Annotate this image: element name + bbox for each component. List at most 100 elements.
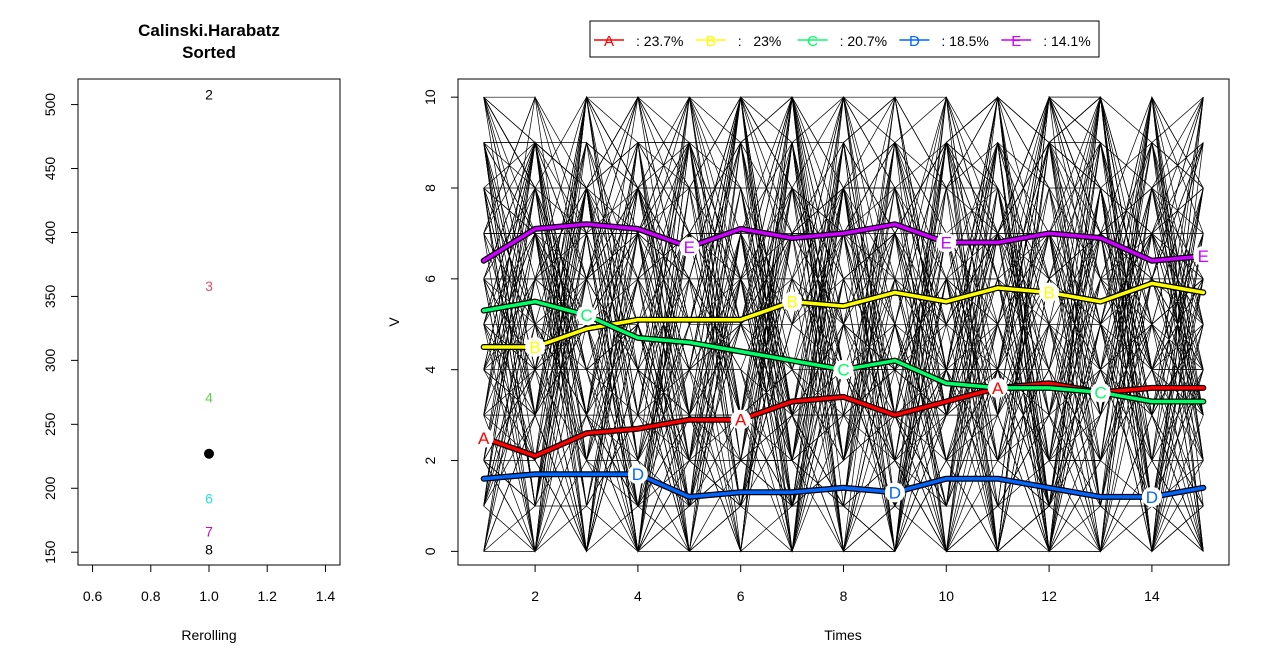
left-y-tick-label: 350 — [42, 285, 58, 309]
selected-point — [204, 448, 214, 459]
left-y-tick-label: 400 — [42, 221, 58, 245]
right-x-tick-label: 12 — [1041, 588, 1057, 604]
series-marker-d — [884, 482, 905, 503]
left-x-label: Rerolling — [181, 627, 236, 643]
legend-text: : 14.1% — [1043, 33, 1090, 49]
right-x-axis: 2 4 6 8 10 12 14 — [531, 564, 1160, 604]
right-x-tick-label: 14 — [1144, 588, 1160, 604]
left-x-axis: 0.6 0.8 1.0 1.2 1.4 — [83, 564, 336, 604]
cluster-count-label: 2 — [205, 86, 213, 102]
legend-text: : 23.7% — [636, 33, 683, 49]
series-marker-e — [1193, 246, 1214, 267]
series-marker-b — [1039, 282, 1060, 303]
background-trajectory — [483, 96, 1204, 552]
series-marker-letter: E — [684, 238, 695, 257]
left-subtitle: Sorted — [182, 43, 236, 62]
right-y-label: V — [386, 317, 402, 327]
left-y-tick-label: 150 — [42, 540, 58, 564]
series-marker-c — [833, 359, 854, 380]
series-marker-letter: C — [580, 306, 592, 325]
legend-letter: B — [706, 33, 716, 50]
background-trajectory — [483, 142, 1204, 552]
left-title: Calinski.Harabatz — [138, 21, 280, 40]
cluster-count-label: 4 — [205, 389, 213, 405]
series-marker-c — [1090, 382, 1111, 403]
left-x-tick-label: 0.6 — [83, 588, 103, 604]
right-plot-box — [457, 78, 1230, 566]
left-y-tick-label: 500 — [42, 93, 58, 117]
left-points — [204, 448, 214, 459]
series-marker-letter: C — [837, 361, 849, 380]
cluster-count-label: 3 — [205, 278, 213, 294]
background-trajectory — [483, 141, 1204, 552]
series-marker-letter: B — [529, 338, 540, 357]
series-marker-d — [627, 464, 648, 485]
left-cluster-labels: 2 3 4 6 7 8 — [205, 86, 213, 557]
left-y-tick-label: 450 — [42, 157, 58, 181]
right-y-tick-label: 6 — [422, 275, 438, 283]
right-y-axis: 0 2 4 6 8 10 — [422, 89, 459, 555]
series-marker-a — [730, 409, 751, 430]
series-marker-a — [473, 427, 494, 448]
legend-text: : 23% — [738, 33, 782, 49]
series-marker-letter: D — [1146, 488, 1158, 507]
series-marker-letter: A — [478, 429, 490, 448]
background-trajectories — [483, 95, 1204, 553]
series-marker-letter: B — [1043, 283, 1054, 302]
right-x-tick-label: 10 — [939, 588, 955, 604]
background-trajectory — [483, 141, 1204, 552]
legend-letter: E — [1011, 33, 1021, 50]
background-trajectory — [483, 96, 1204, 462]
series-marker-letter: D — [889, 483, 901, 502]
cluster-count-label: 8 — [205, 542, 213, 558]
cluster-count-label: 7 — [205, 524, 213, 540]
right-panel: A A A B B B C C C D D D E E E 2 4 6 8 10 12 14 0 2 4 6 8 10 Times… — [386, 20, 1230, 643]
right-x-tick-label: 6 — [737, 588, 745, 604]
series-marker-letter: E — [941, 234, 952, 253]
series-line-e — [481, 222, 1206, 263]
legend-text: : 18.5% — [941, 33, 988, 49]
left-x-tick-label: 1.4 — [316, 588, 336, 604]
series-marker-b — [525, 336, 546, 357]
legend-letter: A — [604, 33, 614, 50]
right-y-tick-label: 8 — [422, 184, 438, 192]
series-marker-a — [987, 377, 1008, 398]
left-x-tick-label: 0.8 — [141, 588, 161, 604]
series-marker-c — [576, 305, 597, 326]
series-marker-letter: D — [632, 465, 644, 484]
series-marker-letter: B — [786, 293, 797, 312]
legend-box — [589, 20, 1100, 58]
series-marker-letter: A — [735, 411, 747, 430]
right-y-tick-label: 10 — [422, 89, 438, 105]
series-markers: A A A B B B C C C D D D E E E — [473, 232, 1214, 507]
right-x-tick-label: 8 — [840, 588, 848, 604]
legend-letter: C — [807, 33, 818, 50]
series-marker-d — [1141, 486, 1162, 507]
legend-text: : 20.7% — [840, 33, 887, 49]
cluster-count-label: 6 — [205, 490, 213, 506]
right-y-tick-label: 0 — [422, 547, 438, 555]
legend-letter: D — [909, 33, 920, 50]
right-x-label: Times — [824, 627, 862, 643]
series-line-d — [481, 472, 1206, 499]
left-y-axis: 150 200 250 300 350 400 450 500 — [42, 93, 79, 564]
background-trajectory — [483, 141, 1204, 552]
left-x-tick-label: 1.0 — [199, 588, 219, 604]
series-marker-e — [679, 237, 700, 258]
left-x-tick-label: 1.2 — [257, 588, 277, 604]
right-x-tick-label: 2 — [531, 588, 539, 604]
series-marker-letter: E — [1198, 247, 1209, 266]
left-y-tick-label: 300 — [42, 348, 58, 372]
left-panel: Calinski.Harabatz Sorted 0.6 0.8 1.0 1.2 1.4… — [42, 21, 341, 643]
series-marker-e — [936, 232, 957, 253]
series-marker-letter: C — [1094, 383, 1106, 402]
right-x-tick-label: 4 — [634, 588, 642, 604]
right-y-tick-label: 2 — [422, 456, 438, 464]
right-y-tick-label: 4 — [422, 366, 438, 374]
left-y-tick-label: 200 — [42, 476, 58, 500]
legend: A : 23.7% B : 23% C : 20.7% D : 18.5% E : 14.1% — [589, 20, 1100, 58]
left-y-tick-label: 250 — [42, 412, 58, 436]
series-marker-letter: A — [992, 379, 1004, 398]
series-marker-b — [782, 291, 803, 312]
